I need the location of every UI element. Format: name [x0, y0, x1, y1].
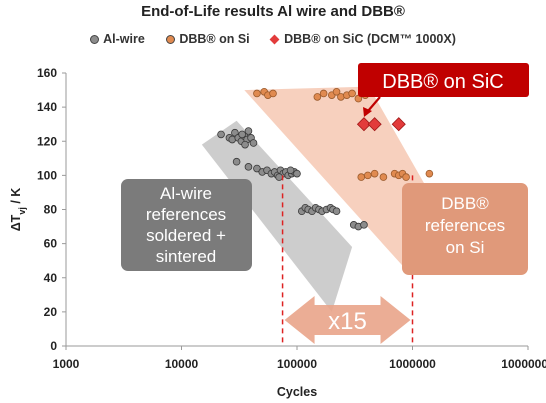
data-point — [360, 221, 368, 229]
x-tick-label: 1000000 — [389, 357, 436, 371]
legend-marker-dbb-si — [166, 35, 176, 45]
legend-label-dbb-si: DBB® on Si — [179, 32, 250, 46]
chart-title: End-of-Life results Al wire and DBB® — [141, 3, 405, 20]
x15-label: x15 — [328, 308, 367, 335]
dbb-sic-callout-arrow-line — [367, 96, 381, 112]
y-tick-label: 0 — [50, 339, 57, 353]
y-tick-label: 40 — [44, 271, 58, 285]
dbb-si-reference-box — [402, 183, 528, 275]
al-wire-band — [201, 120, 353, 312]
legend-marker-al-wire — [90, 35, 100, 45]
legend-item-dbb-sic: DBB® on SiC (DCM™ 1000X) — [269, 32, 456, 46]
y-tick-label: 160 — [37, 66, 57, 80]
al-wire-box-text: Al-wire — [160, 184, 212, 203]
dbb-si-box-text: DBB® — [441, 194, 489, 213]
data-point — [275, 173, 283, 181]
x-tick-label: 10000 — [165, 357, 199, 371]
data-point — [253, 89, 261, 98]
data-point — [249, 139, 258, 147]
data-point — [232, 157, 241, 166]
data-point — [370, 169, 379, 178]
legend-label-dbb-sic: DBB® on SiC (DCM™ 1000X) — [284, 32, 456, 46]
dbb-sic-callout-box — [358, 63, 529, 97]
data-point — [363, 171, 372, 180]
data-point — [332, 87, 341, 96]
data-point — [253, 164, 261, 173]
dbb-sic-callout-text: DBB® on SiC — [382, 71, 503, 93]
x-tick-label: 100000 — [277, 357, 317, 371]
data-point — [332, 207, 341, 216]
y-tick-label: 100 — [37, 168, 57, 182]
data-point — [357, 173, 366, 181]
data-point — [402, 173, 410, 181]
al-wire-reference-box — [121, 179, 252, 271]
data-point — [286, 166, 295, 175]
data-point — [241, 140, 249, 149]
legend-label-al-wire: Al-wire — [103, 32, 145, 46]
legend-item-al-wire: Al-wire — [90, 32, 148, 46]
dbb-si-box-text: references — [425, 216, 505, 235]
data-point — [313, 93, 322, 101]
al-wire-box-text: soldered + — [146, 226, 226, 245]
data-point — [244, 163, 253, 171]
data-point — [244, 127, 253, 135]
data-point-diamond — [356, 117, 372, 132]
x15-double-arrow — [284, 296, 411, 344]
y-tick-label: 60 — [44, 237, 58, 251]
data-point — [319, 89, 328, 98]
y-tick-label: 120 — [37, 134, 57, 148]
legend: Al-wire DBB® on Si DBB® on SiC (DCM™ 100… — [0, 32, 546, 46]
data-point — [217, 130, 225, 139]
dbb-sic-callout-arrowhead — [363, 107, 372, 117]
al-wire-box-text: sintered — [156, 247, 216, 266]
x-tick-label: 1000 — [53, 357, 80, 371]
dbb-si-box-text: on Si — [446, 238, 485, 257]
legend-item-dbb-si: DBB® on Si — [166, 32, 253, 46]
data-point — [425, 169, 434, 178]
y-axis-label: ΔTvj / K — [9, 188, 27, 232]
x-tick-label: 10000000 — [501, 357, 546, 371]
data-point-diamond — [367, 117, 382, 132]
data-point — [348, 89, 356, 98]
data-point — [379, 173, 388, 181]
data-point — [293, 169, 301, 178]
y-tick-label: 140 — [37, 100, 57, 114]
data-point-diamond — [391, 117, 406, 132]
data-point — [269, 89, 277, 98]
y-tick-label: 20 — [44, 305, 58, 319]
data-point — [238, 130, 246, 139]
x-axis-label: Cycles — [277, 385, 317, 399]
al-wire-box-text: references — [146, 205, 226, 224]
y-tick-label: 80 — [44, 203, 58, 217]
